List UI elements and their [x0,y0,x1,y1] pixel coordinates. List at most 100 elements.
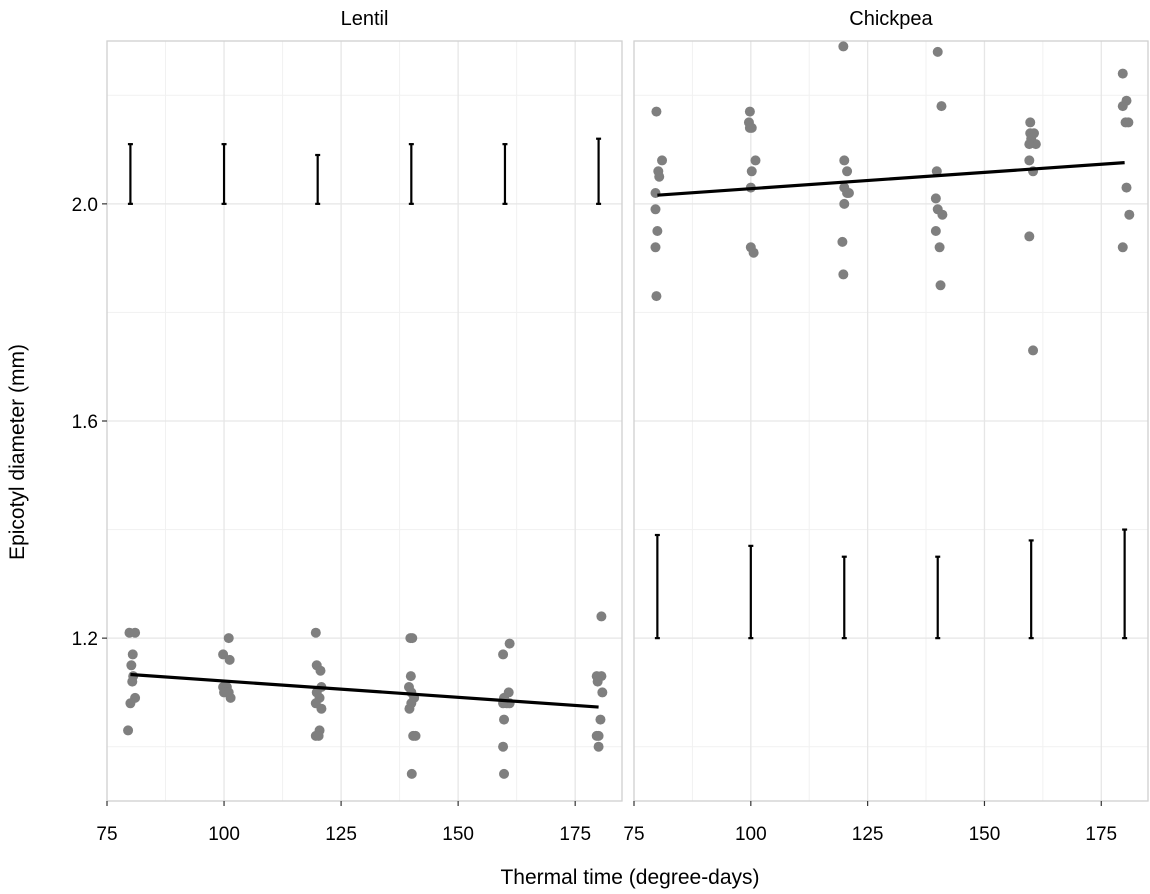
data-point [937,209,948,220]
error-bar [408,143,414,205]
error-bar [502,143,508,205]
x-tick-label: 150 [442,824,474,845]
data-point [406,768,417,779]
error-bar [654,533,660,640]
y-tick-label: 1.2 [72,629,98,650]
panel-title: Lentil [341,8,389,30]
error-bar [1122,528,1128,640]
data-point [744,122,755,133]
chart-panels: 1.2 1.6 2.0 Lentil 75 100 125 150 175 Chickpea 75 1… [72,8,1149,845]
data-point [935,280,946,291]
data-point [504,638,515,649]
x-tick-label: 100 [735,824,767,845]
data-point [407,633,418,644]
data-point [218,649,229,660]
data-point [651,291,662,302]
data-point [657,155,668,166]
x-tick-label: 100 [208,824,240,845]
data-point [931,166,942,177]
data-point [1024,139,1035,150]
data-point [837,236,848,247]
data-point [223,633,234,644]
data-point [650,204,661,215]
x-tick-label: 150 [969,824,1001,845]
y-tick-label: 1.6 [72,412,98,433]
data-point [651,106,662,117]
data-point [842,166,853,177]
x-tick-label: 175 [559,824,591,845]
data-point [125,698,136,709]
data-point [839,198,850,209]
panel-lentil: Lentil 75 100 125 150 175 [96,8,623,845]
data-point [932,46,943,57]
data-point [315,665,326,676]
data-point [930,226,941,236]
x-tick-label: 125 [325,824,357,845]
data-point [592,676,603,687]
data-point [1024,231,1035,242]
error-bar [841,555,847,640]
data-point [744,106,755,117]
trend-line [130,672,599,709]
panel-title: Chickpea [849,8,933,30]
data-point [930,193,941,204]
data-point [750,155,761,166]
data-point [842,188,853,198]
error-bar [315,153,321,205]
x-tick-label: 75 [96,824,117,845]
x-tick-label: 175 [1085,824,1117,845]
data-point [1024,155,1035,166]
data-point [123,725,134,736]
data-point [748,247,759,258]
data-point [1117,101,1128,112]
panel-frame [633,40,1149,802]
data-point [499,768,510,779]
data-point [313,730,324,741]
error-bar [748,544,754,640]
data-point [1117,68,1128,79]
data-point [595,714,606,725]
data-point [499,714,510,725]
data-point [316,703,327,714]
data-point [406,698,417,709]
error-bar [221,143,227,205]
data-point [746,166,757,177]
data-point [310,627,321,638]
data-point [126,660,137,671]
data-point [1121,182,1132,193]
data-point [224,654,235,665]
data-point [410,730,421,741]
data-point [405,671,416,682]
data-point [593,730,604,741]
data-point [838,41,849,52]
data-point [650,242,661,253]
data-point [1117,242,1128,253]
data-point [130,627,141,638]
data-point [1028,345,1039,356]
data-point [1120,117,1131,128]
data-point [593,741,604,752]
data-point [498,649,509,660]
data-point [1124,209,1135,220]
data-point [498,741,509,752]
data-point [839,155,850,166]
data-point [654,171,665,182]
x-tick-label: 125 [852,824,884,845]
error-bar [1028,539,1034,640]
data-point [127,676,138,687]
data-point [652,226,663,236]
trend-line [657,161,1125,197]
data-point [597,687,608,698]
y-axis-title: Epicotyl diameter (mm) [6,344,29,560]
data-point [838,269,849,280]
error-bar [596,137,602,205]
x-tick-label: 75 [623,824,644,845]
y-tick-label: 2.0 [72,195,98,216]
error-bar [935,555,941,640]
data-point [936,101,947,112]
panel-chickpea: Chickpea 75 100 125 150 175 [623,8,1149,845]
data-point [127,649,138,660]
data-point [225,692,236,703]
data-point [596,611,607,622]
